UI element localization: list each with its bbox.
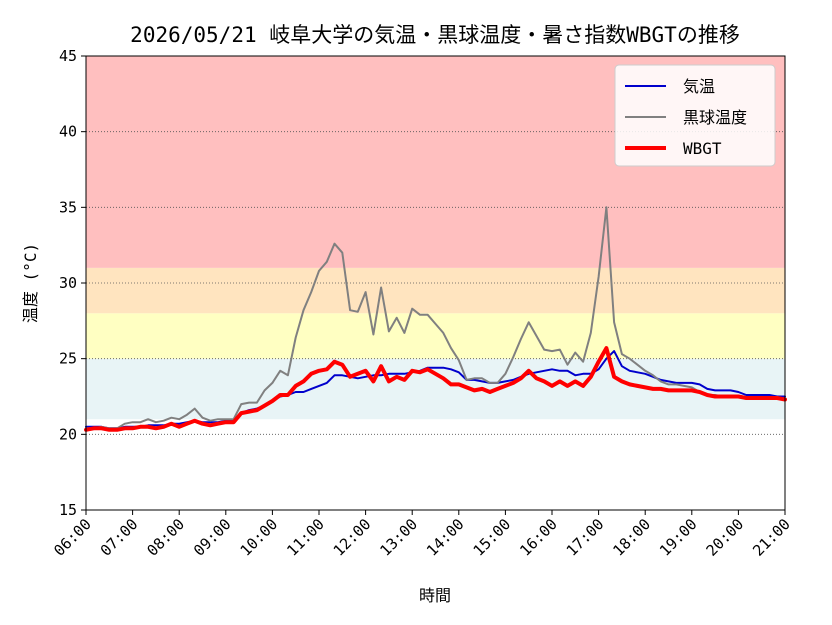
y-tick-label-35: 35 — [59, 198, 77, 216]
x-tick-label-7: 13:00 — [376, 515, 421, 560]
y-tick-label-15: 15 — [59, 501, 77, 519]
y-tick-label-25: 25 — [59, 350, 77, 368]
legend-box — [614, 64, 776, 167]
x-tick-label-6: 12:00 — [330, 515, 375, 560]
x-axis-label: 時間 — [419, 586, 451, 605]
x-tick-label-12: 18:00 — [609, 515, 654, 560]
series-line-2 — [84, 346, 787, 432]
heat-band-2 — [86, 267, 785, 314]
x-tick-label-8: 14:00 — [423, 515, 468, 560]
x-axis-ticks: 06:00 07:00 08:00 09:00 10:00 11:00 12:00 13:00… — [50, 510, 794, 560]
x-tick-label-10: 16:00 — [516, 515, 561, 560]
x-tick-label-2: 08:00 — [143, 515, 188, 560]
y-tick-label-45: 45 — [59, 47, 77, 65]
x-tick-label-1: 07:00 — [97, 515, 142, 560]
y-axis-label: 温度 (°C) — [21, 243, 40, 323]
x-tick-label-14: 20:00 — [703, 515, 748, 560]
y-tick-label-40: 40 — [59, 123, 77, 141]
y-tick-label-20: 20 — [59, 425, 77, 443]
x-tick-label-15: 21:00 — [749, 515, 794, 560]
legend-label-2: WBGT — [683, 139, 722, 158]
chart-title: 2026/05/21 岐阜大学の気温・黒球温度・暑さ指数WBGTの推移 — [130, 23, 740, 47]
x-tick-label-4: 10:00 — [237, 515, 282, 560]
series-line-1 — [85, 206, 786, 430]
heat-band-1 — [86, 313, 785, 359]
y-tick-label-30: 30 — [59, 274, 77, 292]
x-tick-label-5: 11:00 — [283, 515, 328, 560]
x-tick-label-0: 06:00 — [50, 515, 95, 560]
legend-label-0: 気温 — [683, 77, 715, 96]
x-tick-label-13: 19:00 — [656, 515, 701, 560]
x-tick-label-3: 09:00 — [190, 515, 235, 560]
legend-label-1: 黒球温度 — [683, 108, 747, 127]
data-series — [84, 206, 787, 432]
y-axis-ticks: 15 20 25 30 35 40 45 — [59, 47, 86, 519]
x-tick-label-11: 17:00 — [563, 515, 608, 560]
x-tick-label-9: 15:00 — [470, 515, 515, 560]
